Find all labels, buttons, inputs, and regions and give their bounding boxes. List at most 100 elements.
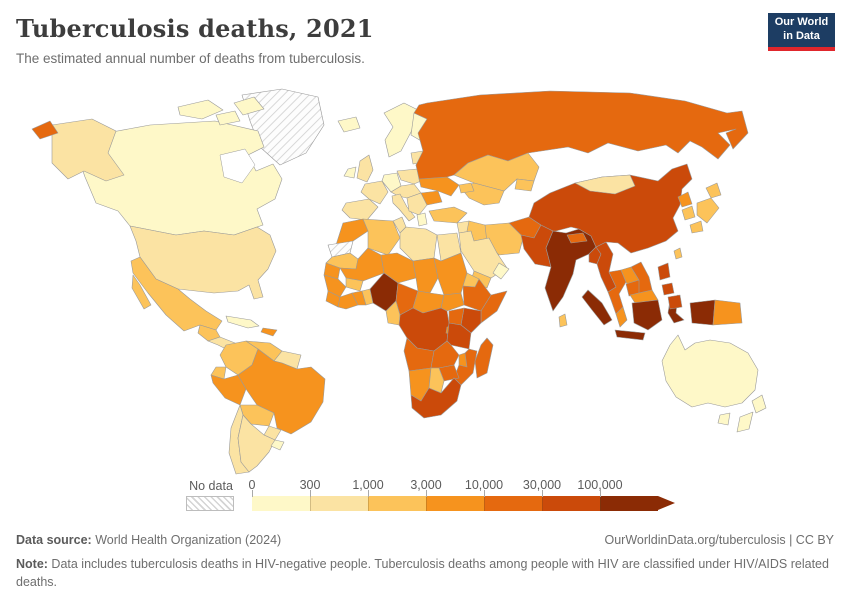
- legend-tick-mark: [310, 490, 311, 497]
- country-chad[interactable]: [412, 257, 439, 294]
- legend-bin-1[interactable]: [310, 496, 368, 511]
- country-south-sudan[interactable]: [440, 292, 465, 312]
- country-brazil[interactable]: [237, 348, 326, 435]
- chart-subtitle: The estimated annual number of deaths fr…: [16, 51, 365, 66]
- country-canada[interactable]: [77, 120, 283, 236]
- country-japan[interactable]: [689, 220, 704, 234]
- country-oman[interactable]: [492, 262, 510, 280]
- country-uruguay[interactable]: [270, 439, 285, 451]
- country-caucasus[interactable]: [458, 182, 475, 194]
- legend-tick-label: 10,000: [464, 478, 504, 492]
- legend-tick-mark: [600, 490, 601, 497]
- legend-no-data-swatch[interactable]: [186, 496, 234, 511]
- country-peru[interactable]: [210, 374, 247, 406]
- country-canada[interactable]: [233, 96, 265, 116]
- rights-link[interactable]: OurWorldinData.org/tuberculosis | CC BY: [604, 533, 835, 547]
- country-philippines[interactable]: [667, 294, 683, 310]
- country-russia[interactable]: [413, 90, 749, 180]
- data-source-text: World Health Organization (2024): [91, 533, 282, 547]
- legend-tick-label: 1,000: [352, 478, 384, 492]
- legend-tick-mark: [484, 490, 485, 497]
- country-ireland[interactable]: [343, 166, 357, 179]
- country-saudi-arabia[interactable]: [458, 230, 508, 279]
- legend-no-data-label: No data: [189, 479, 233, 493]
- country-india[interactable]: [544, 228, 597, 312]
- country-mongolia[interactable]: [574, 174, 636, 195]
- country-scandinavia[interactable]: [383, 102, 421, 158]
- legend-bin-0[interactable]: [252, 496, 310, 511]
- country-australia[interactable]: [661, 334, 759, 408]
- country-russia[interactable]: [31, 120, 59, 140]
- country-new-zealand[interactable]: [736, 411, 754, 433]
- country-north-korea[interactable]: [677, 191, 693, 208]
- chart-note: Note: Data includes tuberculosis deaths …: [16, 555, 834, 591]
- country-sri-lanka[interactable]: [558, 313, 568, 328]
- country-libya[interactable]: [399, 226, 438, 262]
- country-new-zealand[interactable]: [751, 394, 767, 414]
- country-somalia[interactable]: [480, 290, 508, 324]
- legend-tick-label: 300: [299, 478, 321, 492]
- country-mexico[interactable]: [131, 274, 152, 310]
- country-taiwan[interactable]: [673, 247, 683, 260]
- legend-tick-label: 30,000: [522, 478, 562, 492]
- country-philippines[interactable]: [657, 262, 671, 281]
- country-iberia[interactable]: [341, 198, 379, 221]
- country-usa[interactable]: [51, 118, 125, 182]
- world-map[interactable]: [30, 85, 800, 475]
- data-source-label: Data source:: [16, 533, 92, 547]
- country-australia[interactable]: [717, 412, 731, 426]
- chart-header: Tuberculosis deaths, 2021 The estimated …: [16, 14, 756, 66]
- country-indonesia[interactable]: [614, 329, 646, 341]
- country-nepal[interactable]: [566, 232, 588, 244]
- country-uganda[interactable]: [448, 307, 465, 326]
- legend-bin-4[interactable]: [484, 496, 542, 511]
- country-philippines[interactable]: [661, 282, 675, 296]
- country-indonesia[interactable]: [581, 289, 613, 326]
- country-south-korea[interactable]: [681, 205, 696, 221]
- owid-logo[interactable]: Our World in Data: [768, 13, 835, 51]
- legend-scale-bar: [252, 496, 675, 511]
- country-greece[interactable]: [416, 212, 428, 227]
- hudson-bay: [219, 148, 256, 184]
- country-italy[interactable]: [391, 193, 416, 222]
- country-myanmar[interactable]: [595, 241, 617, 293]
- legend-bin-3[interactable]: [426, 496, 484, 511]
- chart-title: Tuberculosis deaths, 2021: [16, 14, 374, 43]
- country-cuba[interactable]: [225, 315, 260, 329]
- country-iceland[interactable]: [337, 116, 361, 133]
- country-south-africa[interactable]: [410, 377, 462, 419]
- country-hispaniola[interactable]: [260, 327, 278, 337]
- legend-bin-5[interactable]: [542, 496, 600, 511]
- country-sudan[interactable]: [433, 252, 468, 296]
- legend-bin-2[interactable]: [368, 496, 426, 511]
- country-papua-new-guinea[interactable]: [712, 299, 743, 326]
- country-morocco[interactable]: [335, 218, 369, 246]
- country-indonesia[interactable]: [631, 299, 663, 331]
- country-japan[interactable]: [696, 197, 720, 224]
- country-balkans[interactable]: [406, 192, 428, 216]
- owid-logo-text: Our World in Data: [774, 16, 829, 42]
- country-kyrgyz-tajik[interactable]: [514, 178, 535, 192]
- country-turkey[interactable]: [428, 206, 468, 224]
- legend-tick-mark: [368, 490, 369, 497]
- country-romania[interactable]: [420, 190, 443, 206]
- country-canada[interactable]: [177, 99, 224, 120]
- country-uk[interactable]: [356, 154, 374, 183]
- country-poland[interactable]: [396, 168, 422, 185]
- country-madagascar[interactable]: [474, 337, 494, 379]
- country-canada[interactable]: [215, 110, 241, 126]
- country-argentina[interactable]: [237, 414, 276, 473]
- country-congo-gabon[interactable]: [385, 300, 401, 326]
- legend-tick-mark: [252, 490, 253, 497]
- country-indonesia[interactable]: [689, 299, 716, 326]
- country-burkina-faso[interactable]: [345, 277, 364, 292]
- data-source: Data source: World Health Organization (…: [16, 531, 281, 549]
- legend-bin-6[interactable]: [600, 496, 658, 511]
- country-malaysia-peninsula[interactable]: [615, 306, 628, 328]
- country-japan[interactable]: [705, 182, 722, 199]
- legend-tick-label: 0: [248, 478, 256, 492]
- legend-tick-mark: [426, 490, 427, 497]
- chart-footer: Data source: World Health Organization (…: [16, 531, 834, 591]
- country-ivory-coast[interactable]: [337, 292, 359, 310]
